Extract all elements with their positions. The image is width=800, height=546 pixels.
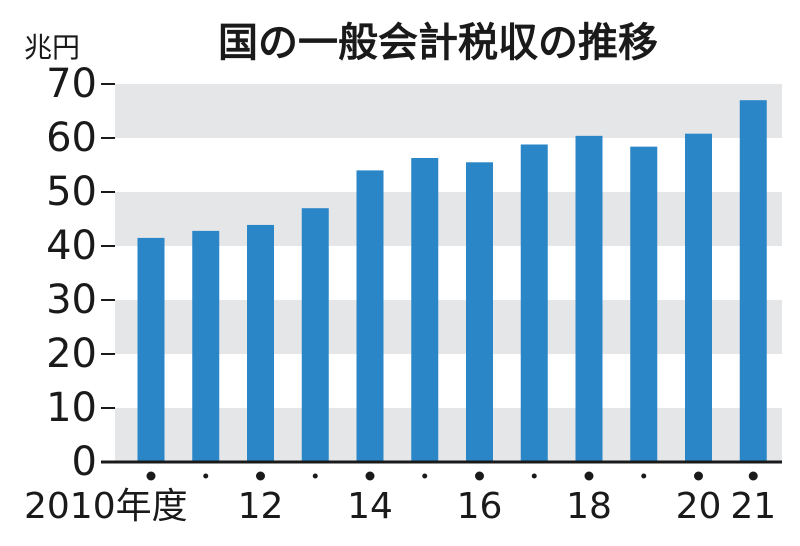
- x-tick-label: 16: [457, 486, 503, 527]
- x-tick-label: 12: [238, 486, 284, 527]
- x-marker-minor: [531, 473, 537, 479]
- x-marker-major: [694, 471, 703, 481]
- x-marker-major: [748, 471, 758, 481]
- chart-title: 国の一般会計税収の推移: [218, 20, 658, 66]
- x-axis-labels: 2010年度 12 14 16 18 20 21: [24, 486, 776, 527]
- grid-band: [115, 192, 782, 246]
- bar: [685, 133, 712, 462]
- y-tick-label: 40: [46, 223, 97, 269]
- bar: [356, 170, 384, 462]
- y-tick-label: 20: [46, 331, 97, 377]
- background-bands: [115, 84, 782, 462]
- x-marker-major: [584, 471, 594, 481]
- grid-band: [115, 408, 782, 462]
- y-tick-label: 50: [46, 169, 97, 215]
- x-tick-label: 2010年度: [24, 486, 188, 527]
- bar: [466, 162, 493, 463]
- y-axis-ticks: 0 10 20 30 40 50 60 70: [46, 61, 115, 485]
- x-tick-label: 14: [347, 486, 393, 527]
- bar: [247, 224, 274, 462]
- x-marker-minor: [203, 473, 209, 479]
- bar: [192, 230, 220, 462]
- bar: [137, 237, 165, 462]
- x-marker-minor: [422, 473, 428, 479]
- y-tick-label: 30: [46, 277, 97, 323]
- x-marker-major: [256, 471, 265, 481]
- x-tick-label: 21: [730, 486, 776, 527]
- grid-band: [115, 300, 782, 354]
- y-tick-label: 10: [46, 385, 97, 431]
- bars: [137, 100, 767, 463]
- x-marker-major: [365, 471, 375, 481]
- bar: [575, 135, 603, 462]
- bar: [411, 157, 439, 463]
- x-axis-markers: [146, 471, 758, 481]
- y-tick-label: 0: [72, 439, 97, 485]
- y-axis-unit: 兆円: [24, 31, 80, 64]
- y-tick-label: 60: [46, 115, 97, 161]
- x-marker-minor: [641, 473, 647, 479]
- y-tick-label: 70: [46, 61, 97, 107]
- bar: [301, 208, 329, 462]
- x-tick-label: 18: [566, 486, 612, 527]
- bar: [520, 144, 548, 463]
- bar: [739, 100, 767, 462]
- x-marker-major: [146, 471, 156, 481]
- bar: [630, 146, 658, 462]
- x-tick-label: 20: [676, 486, 722, 527]
- grid-band: [115, 84, 782, 138]
- x-marker-major: [475, 471, 484, 481]
- x-marker-minor: [312, 473, 318, 479]
